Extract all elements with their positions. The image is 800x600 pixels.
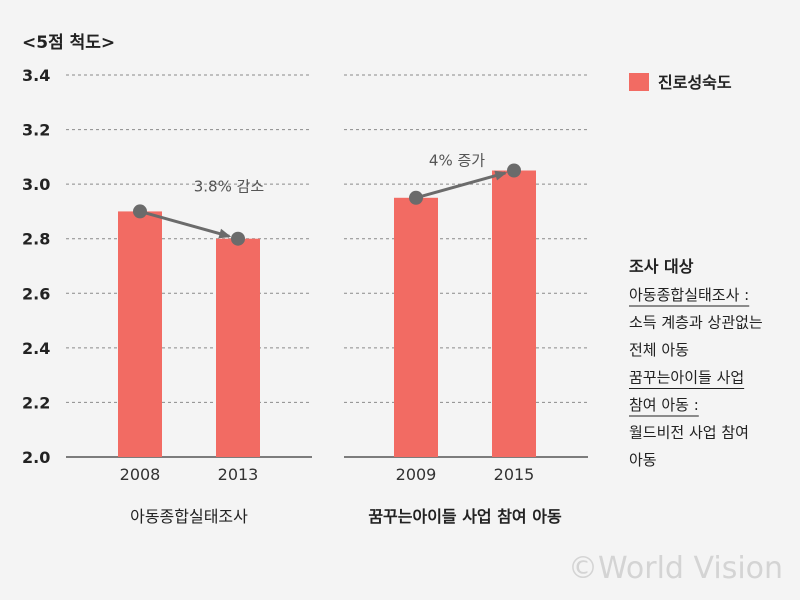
y-axis-ticks: 2.0 2.2 2.4 2.6 2.8 3.0 3.2 3.4: [22, 66, 50, 467]
y-tick-label: 2.2: [22, 393, 50, 412]
change-annotation: 3.8% 감소: [194, 177, 265, 195]
note-line: 월드비전 사업 참여: [629, 424, 749, 442]
bar: [492, 170, 536, 457]
category-labels: 2008 2013 2009 2015: [120, 465, 535, 484]
category-label: 2013: [218, 465, 259, 484]
y-tick-label: 3.2: [22, 121, 50, 140]
category-label: 2015: [494, 465, 535, 484]
bar: [216, 238, 260, 457]
note-line: 참여 아동 :: [629, 396, 699, 414]
bar: [394, 197, 438, 458]
data-point: [231, 231, 245, 246]
change-annotation: 4% 증가: [429, 152, 485, 170]
trend-arrowhead: [218, 228, 232, 239]
legend: 진로성숙도: [629, 73, 732, 92]
category-label: 2008: [120, 465, 161, 484]
watermark: ©World Vision: [568, 551, 783, 586]
annotations: 3.8% 감소 4% 증가: [194, 152, 486, 196]
bars: [118, 170, 536, 458]
bar: [118, 211, 162, 457]
trend-lines: [133, 163, 521, 246]
trend-line: [139, 209, 230, 238]
note-line: 전체 아동: [629, 341, 689, 359]
y-tick-label: 2.4: [22, 339, 50, 358]
group-label: 아동종합실태조사: [130, 507, 248, 526]
gridlines: [66, 74, 588, 458]
note-line: 아동종합실태조사 :: [629, 286, 749, 304]
y-tick-label: 3.4: [22, 66, 50, 85]
y-tick-label: 2.8: [22, 230, 50, 249]
legend-entry: 진로성숙도: [658, 73, 732, 92]
group-label: 꿈꾸는아이들 사업 참여 아동: [368, 507, 562, 526]
trend-line: [415, 171, 506, 200]
category-label: 2009: [396, 465, 437, 484]
data-point: [507, 163, 521, 178]
unit-label: <5점 척도>: [22, 33, 115, 53]
legend-swatch: [629, 73, 649, 91]
y-tick-label: 3.0: [22, 175, 50, 194]
y-tick-label: 2.0: [22, 448, 50, 467]
note-line: 꿈꾸는아이들 사업: [629, 369, 744, 387]
y-tick-label: 2.6: [22, 284, 50, 303]
note-line: 소득 계층과 상관없는: [629, 314, 763, 332]
trend-arrowhead: [494, 170, 508, 181]
group-labels: 아동종합실태조사 꿈꾸는아이들 사업 참여 아동: [130, 507, 562, 526]
note-line: 아동: [629, 451, 657, 469]
data-point: [133, 204, 147, 219]
data-point: [409, 190, 423, 205]
note-title: 조사 대상: [629, 257, 694, 276]
